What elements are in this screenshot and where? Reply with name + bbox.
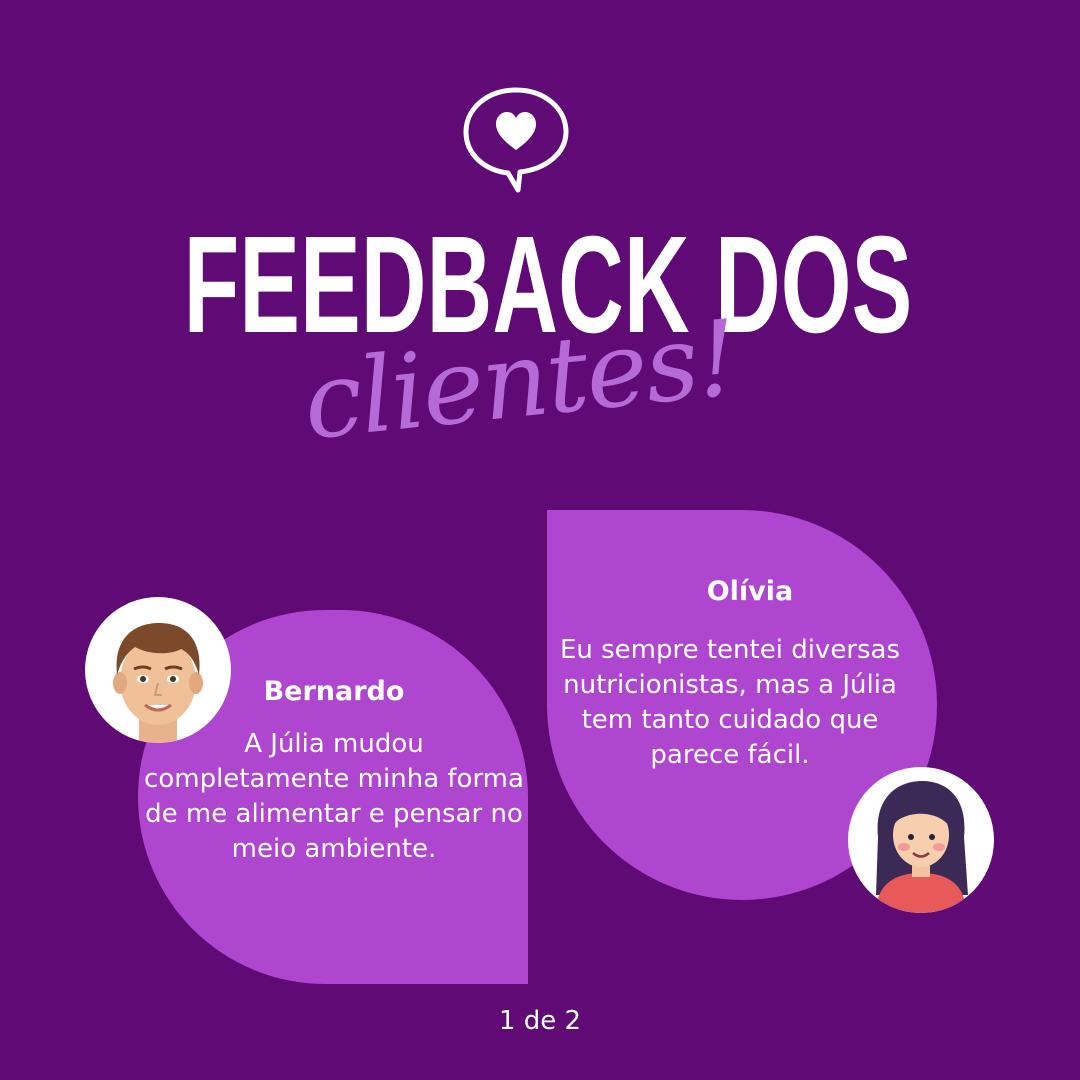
page-indicator: 1 de 2 <box>498 1006 582 1036</box>
testimonial-name-olivia: Olívia <box>706 576 794 607</box>
heart-speech-bubble-icon <box>458 84 574 196</box>
male-avatar <box>85 597 231 743</box>
female-avatar <box>848 767 994 913</box>
testimonial-quote-olivia: Eu sempre tentei diversas nutricionistas… <box>559 635 901 770</box>
testimonial-quote-bernardo: A Júlia mudou completamente minha forma … <box>144 729 524 864</box>
testimonial-name-bernardo: Bernardo <box>263 676 405 707</box>
page-title: FEEDBACK DOS <box>183 208 913 362</box>
